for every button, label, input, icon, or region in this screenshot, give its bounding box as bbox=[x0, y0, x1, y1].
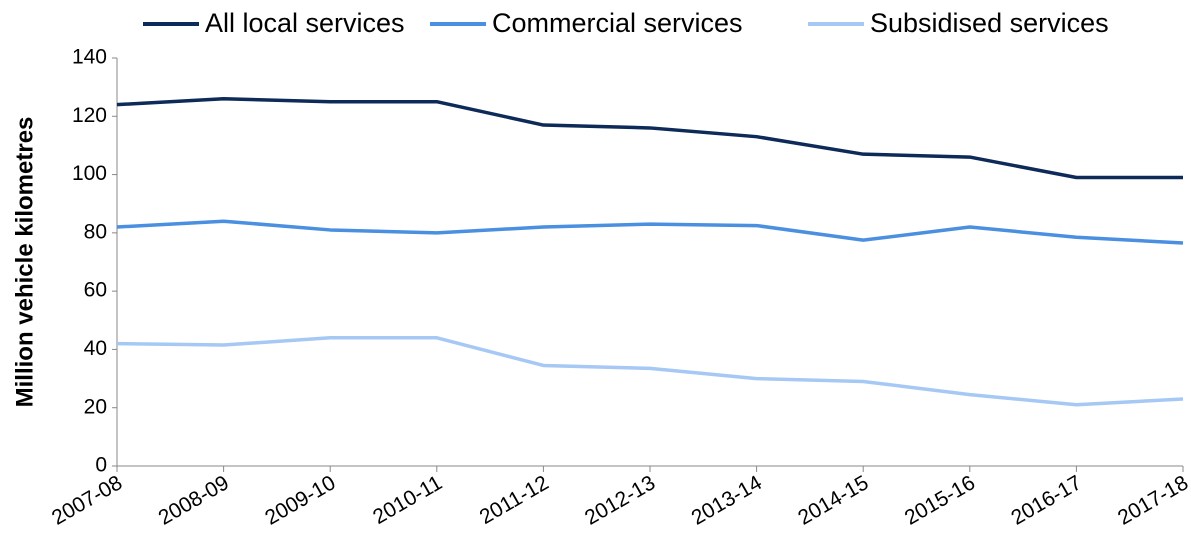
x-tick-label: 2008-09 bbox=[155, 471, 233, 529]
y-tick-label: 120 bbox=[72, 104, 107, 127]
x-tick-label: 2015-16 bbox=[901, 471, 979, 529]
x-tick-label: 2014-15 bbox=[794, 471, 872, 529]
x-tick-label: 2010-11 bbox=[369, 471, 446, 529]
legend-label: All local services bbox=[205, 8, 405, 38]
series-line bbox=[116, 97, 1183, 180]
y-axis-label: Million vehicle kilometres bbox=[11, 117, 38, 408]
series-line bbox=[116, 336, 1184, 407]
legend-label: Subsidised services bbox=[870, 8, 1109, 38]
x-tick-label: 2016-17 bbox=[1007, 471, 1085, 529]
x-tick-label: 2017-18 bbox=[1114, 471, 1191, 529]
x-tick-label: 2009-10 bbox=[261, 471, 339, 529]
y-tick-label: 140 bbox=[72, 46, 107, 69]
x-tick-label: 2012-13 bbox=[581, 471, 659, 529]
y-tick-label: 0 bbox=[95, 454, 107, 477]
y-tick-label: 20 bbox=[84, 395, 107, 418]
y-tick-label: 100 bbox=[72, 162, 107, 185]
y-tick-label: 80 bbox=[84, 220, 107, 243]
y-tick-label: 40 bbox=[84, 337, 107, 360]
x-tick-label: 2013-14 bbox=[688, 471, 767, 530]
y-tick-label: 60 bbox=[84, 279, 107, 302]
x-tick-label: 2007-08 bbox=[48, 471, 126, 529]
x-tick-label: 2011-12 bbox=[476, 471, 553, 529]
series-line bbox=[116, 219, 1184, 245]
legend-label: Commercial services bbox=[492, 8, 743, 38]
